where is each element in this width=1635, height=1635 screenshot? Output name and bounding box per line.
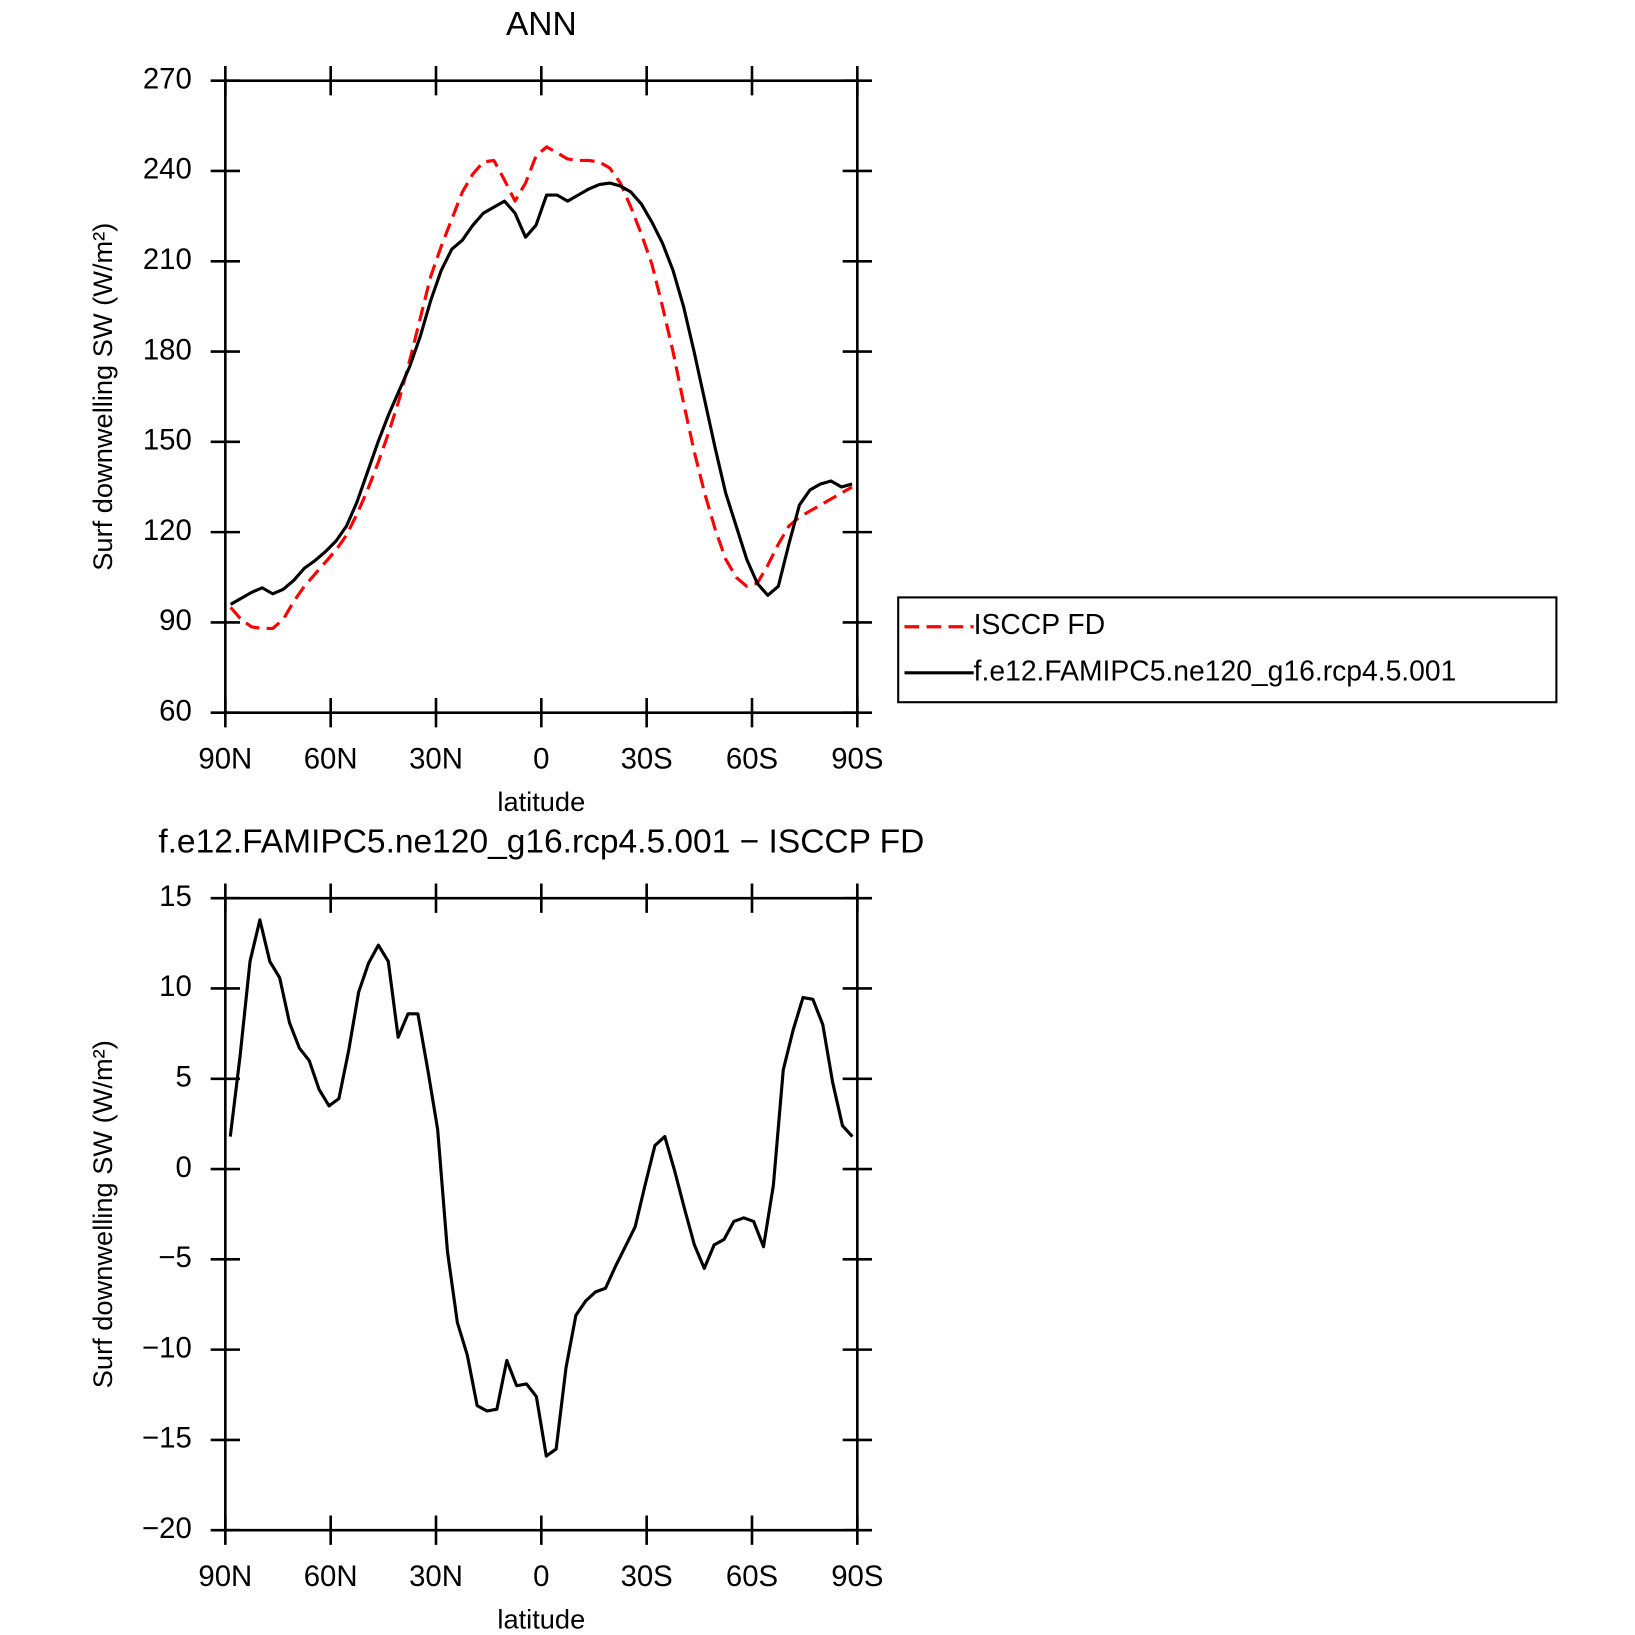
y-tick-label: 120 — [143, 514, 192, 547]
y-tick-label: −20 — [142, 1512, 192, 1545]
y-tick-label: 180 — [143, 333, 192, 366]
plot-frame — [224, 79, 859, 715]
y-tick-label: 15 — [159, 880, 192, 913]
x-tick-label: 60N — [304, 1560, 358, 1593]
y-tick-label: 10 — [159, 970, 192, 1003]
y-tick-label: −10 — [142, 1331, 192, 1364]
x-tick-label: 90N — [198, 743, 252, 776]
x-tick-label: 0 — [533, 1560, 549, 1593]
chart-title: ANN — [506, 6, 577, 43]
y-axis-label: Surf downwelling SW (W/m²) — [87, 1040, 118, 1388]
y-tick-label: 90 — [159, 604, 192, 637]
y-tick-label: 270 — [143, 62, 192, 95]
legend-label: ISCCP FD — [974, 608, 1105, 640]
data-line — [229, 181, 853, 606]
y-tick-label: 0 — [175, 1151, 191, 1184]
data-line — [228, 918, 854, 1458]
x-tick-label: 30S — [621, 1560, 673, 1593]
x-tick-label: 90S — [831, 743, 883, 776]
x-tick-label: 90S — [831, 1560, 883, 1593]
x-tick-label: 60N — [304, 743, 358, 776]
x-axis-label: latitude — [497, 786, 585, 817]
legend-box — [897, 596, 1558, 704]
x-tick-label: 60S — [726, 743, 778, 776]
y-tick-label: −15 — [142, 1422, 192, 1455]
x-tick-label: 30N — [409, 743, 463, 776]
y-tick-label: 60 — [159, 694, 192, 727]
x-tick-label: 30N — [409, 1560, 463, 1593]
y-tick-label: 240 — [143, 153, 192, 186]
y-tick-label: 150 — [143, 424, 192, 457]
chart-title: f.e12.FAMIPC5.ne120_g16.rcp4.5.001 − ISC… — [158, 824, 924, 861]
y-tick-label: 210 — [143, 243, 192, 276]
legend-label: f.e12.FAMIPC5.ne120_g16.rcp4.5.001 — [974, 654, 1457, 686]
x-axis-label: latitude — [497, 1604, 585, 1635]
x-tick-label: 0 — [533, 743, 549, 776]
data-line — [229, 145, 853, 630]
x-tick-label: 30S — [621, 743, 673, 776]
y-axis-label: Surf downwelling SW (W/m²) — [87, 223, 118, 571]
y-tick-label: 5 — [175, 1061, 191, 1094]
x-tick-label: 60S — [726, 1560, 778, 1593]
x-tick-label: 90N — [198, 1560, 252, 1593]
y-tick-label: −5 — [158, 1241, 191, 1274]
